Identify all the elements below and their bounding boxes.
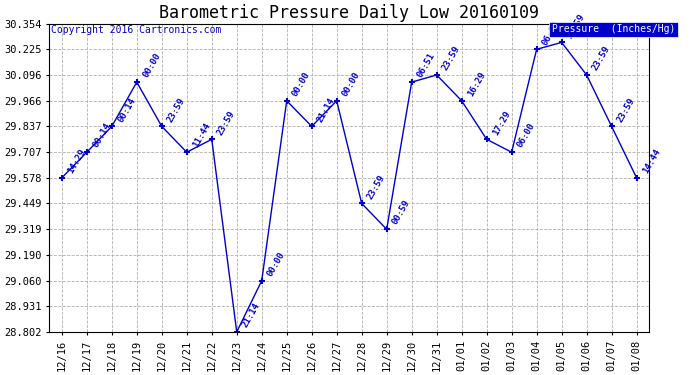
Text: 23:59: 23:59 xyxy=(366,173,387,201)
Text: 14:44: 14:44 xyxy=(641,147,662,175)
Text: 11:44: 11:44 xyxy=(191,122,212,149)
Text: Pressure  (Inches/Hg): Pressure (Inches/Hg) xyxy=(552,24,676,34)
Text: 23:59: 23:59 xyxy=(216,109,237,136)
Text: 23:59: 23:59 xyxy=(591,44,612,72)
Text: Copyright 2016 Cartronics.com: Copyright 2016 Cartronics.com xyxy=(50,25,221,35)
Text: 06:51: 06:51 xyxy=(416,51,437,80)
Title: Barometric Pressure Daily Low 20160109: Barometric Pressure Daily Low 20160109 xyxy=(159,4,539,22)
Text: 14:29: 14:29 xyxy=(66,147,87,175)
Text: 21:14: 21:14 xyxy=(241,302,262,329)
Text: 21:14: 21:14 xyxy=(316,96,337,124)
Text: 23:59: 23:59 xyxy=(166,96,187,124)
Text: 00:00: 00:00 xyxy=(266,250,287,278)
Text: 00:00: 00:00 xyxy=(341,70,362,98)
Text: 17:29: 17:29 xyxy=(491,109,512,136)
Text: 00:00: 00:00 xyxy=(141,51,162,80)
Text: 23:59: 23:59 xyxy=(441,44,462,72)
Text: 23:59: 23:59 xyxy=(615,96,637,124)
Text: 06:00: 06:00 xyxy=(541,19,562,46)
Text: 00:14: 00:14 xyxy=(91,122,112,149)
Text: 00:59: 00:59 xyxy=(391,199,412,226)
Text: 16:29: 16:29 xyxy=(466,70,487,98)
Text: 23:59: 23:59 xyxy=(566,12,587,40)
Text: 06:00: 06:00 xyxy=(516,122,537,149)
Text: 00:14: 00:14 xyxy=(116,96,137,124)
Text: 00:00: 00:00 xyxy=(291,70,312,98)
